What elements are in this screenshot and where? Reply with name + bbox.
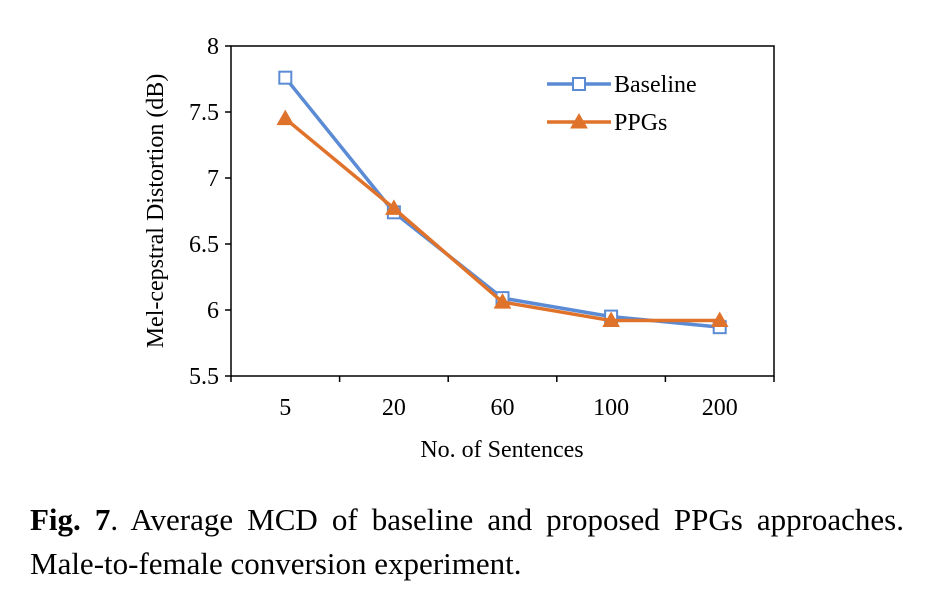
figure-caption: Fig. 7. Average MCD of baseline and prop… bbox=[30, 498, 904, 586]
x-axis-ticks: 5 20 60 100 200 bbox=[230, 376, 775, 421]
data-point bbox=[710, 311, 729, 328]
plot-area-frame bbox=[230, 45, 775, 377]
x-axis-title: No. of Sentences bbox=[420, 437, 583, 463]
x-tick-label: 200 bbox=[702, 395, 738, 421]
series-ppgs bbox=[276, 109, 729, 328]
y-axis-ticks: 5.5 6 6.5 7 7.5 8 bbox=[189, 34, 231, 390]
legend: Baseline PPGs bbox=[547, 72, 697, 136]
series-line bbox=[284, 117, 720, 323]
mcd-line-chart: 5.5 6 6.5 7 7.5 8 5 20 60 100 200 Mel-cepstral Di… bbox=[143, 34, 775, 463]
data-point bbox=[602, 311, 620, 328]
y-tick-label: 6 bbox=[207, 298, 219, 324]
y-tick-label: 7.5 bbox=[189, 100, 219, 126]
legend-label: PPGs bbox=[614, 110, 667, 136]
x-tick-label: 60 bbox=[491, 395, 515, 421]
caption-text: . Average MCD of baseline and proposed P… bbox=[30, 502, 904, 581]
y-tick-label: 6.5 bbox=[189, 232, 219, 258]
legend-marker bbox=[572, 77, 586, 91]
data-point bbox=[493, 293, 512, 309]
legend-marker bbox=[570, 112, 588, 129]
legend-label: Baseline bbox=[614, 72, 697, 98]
data-point bbox=[278, 70, 293, 85]
x-tick-label: 100 bbox=[593, 395, 629, 421]
figure-number: Fig. 7 bbox=[30, 502, 111, 537]
data-point bbox=[276, 109, 295, 126]
legend-item: Baseline bbox=[547, 72, 697, 98]
legend-item: PPGs bbox=[547, 110, 667, 136]
y-tick-label: 8 bbox=[207, 34, 219, 60]
x-tick-label: 5 bbox=[279, 395, 291, 421]
y-axis-title: Mel-cepstral Distortion (dB) bbox=[143, 74, 169, 349]
x-tick-label: 20 bbox=[382, 395, 406, 421]
data-point bbox=[385, 199, 403, 215]
y-tick-label: 5.5 bbox=[189, 364, 219, 390]
y-tick-label: 7 bbox=[207, 166, 219, 192]
series-layer bbox=[276, 70, 729, 335]
